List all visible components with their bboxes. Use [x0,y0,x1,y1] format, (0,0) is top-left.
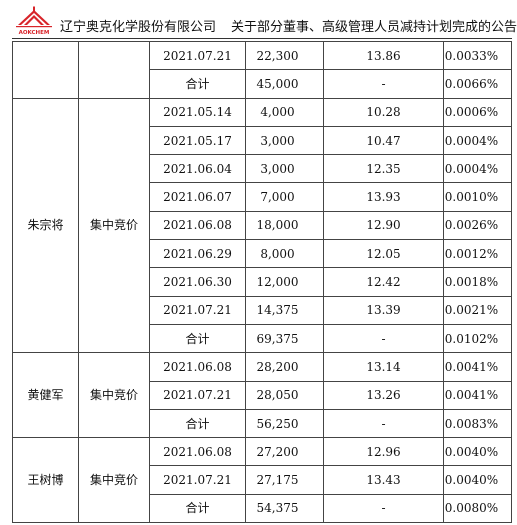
price-cell: 10.47 [323,125,444,156]
date-cell: 2021.06.04 [149,154,246,184]
subtotal-percentage-cell: 0.0080% [443,493,512,524]
price-cell: 13.93 [323,182,444,212]
document-title: 关于部分董事、高级管理人员减持计划完成的公告 [231,20,517,35]
percentage-cell: 0.0033% [443,40,512,71]
quantity-cell: 8,000 [245,239,324,269]
date-cell: 2021.05.14 [149,97,246,127]
percentage-cell: 0.0040% [443,465,512,495]
price-cell: 12.96 [323,437,444,467]
subtotal-quantity-cell: 69,375 [245,323,324,354]
date-cell: 2021.05.17 [149,125,246,156]
table-row: 朱宗将 集中竞价 2021.05.14 4,000 10.28 0.0006% [12,97,512,354]
date-cell: 2021.07.21 [149,465,246,495]
quantity-cell: 3,000 [245,125,324,156]
reduction-method-cell: 集中竞价 [78,437,150,524]
subtotal-row: 合计 56,250-0.0083% [13,408,512,439]
price-cell: 13.14 [323,352,444,382]
subtotal-quantity-cell: 56,250 [245,408,324,439]
quantity-cell: 27,175 [245,465,324,495]
header-divider [12,38,512,39]
reduction-method-cell [78,41,150,99]
price-cell: 13.43 [323,465,444,495]
quantity-cell: 28,200 [245,352,324,382]
table-row: 2021.06.04 3,000 12.35 0.0004% [13,154,512,184]
date-cell: 2021.06.07 [149,182,246,212]
quantity-cell: 12,000 [245,267,324,297]
date-cell: 2021.06.08 [149,437,246,467]
reduction-table: 2021.07.21 22,300 13.86 0.0033% 合计 45,000-0.0… [12,40,512,524]
quantity-cell: 14,375 [245,295,324,325]
subtotal-label-cell: 合计 [149,493,246,524]
date-cell: 2021.07.21 [149,40,246,71]
subtotal-label-cell: 合计 [149,408,246,439]
date-cell: 2021.07.21 [149,295,246,325]
price-cell: 13.39 [323,295,444,325]
date-cell: 2021.07.21 [149,380,246,410]
subtotal-label-cell: 合计 [149,323,246,354]
subtotal-label-cell: 合计 [149,69,246,99]
percentage-cell: 0.0004% [443,154,512,184]
quantity-cell: 18,000 [245,210,324,241]
quantity-cell: 27,200 [245,437,324,467]
percentage-cell: 0.0041% [443,380,512,410]
table-row: 2021.07.21 22,300 13.86 0.0033% [12,40,512,99]
quantity-cell: 4,000 [245,97,324,127]
price-cell: 13.26 [323,380,444,410]
subtotal-price-cell: - [323,493,444,524]
price-cell: 12.90 [323,210,444,241]
price-cell: 13.86 [323,40,444,71]
table-row: 黄健军 集中竞价 2021.06.08 28,200 13.14 0.0041% [12,352,512,439]
price-cell: 12.05 [323,239,444,269]
percentage-cell: 0.0021% [443,295,512,325]
percentage-cell: 0.0040% [443,437,512,467]
holder-name-cell: 朱宗将 [12,97,79,354]
percentage-cell: 0.0018% [443,267,512,297]
subtotal-percentage-cell: 0.0066% [443,69,512,99]
subtotal-price-cell: - [323,69,444,99]
reduction-method-cell: 集中竞价 [78,352,150,439]
subtotal-percentage-cell: 0.0102% [443,323,512,354]
table-row: 2021.07.21 14,375 13.39 0.0021% [13,295,512,325]
company-name: 辽宁奥克化学股份有限公司 [60,20,217,35]
quantity-cell: 3,000 [245,154,324,184]
percentage-cell: 0.0041% [443,352,512,382]
holder-name-cell: 王树博 [12,437,79,524]
subtotal-price-cell: - [323,408,444,439]
price-cell: 12.35 [323,154,444,184]
percentage-cell: 0.0026% [443,210,512,241]
table-row: 2021.06.08 18,000 12.90 0.0026% [13,210,512,241]
table-row: 2021.07.21 28,050 13.26 0.0041% [13,380,512,410]
percentage-cell: 0.0004% [443,125,512,156]
price-cell: 12.42 [323,267,444,297]
table-row: 王树博 集中竞价 2021.06.08 27,200 12.96 0.0040% [12,437,512,524]
date-cell: 2021.06.08 [149,210,246,241]
reduction-method-cell: 集中竞价 [78,97,150,354]
subtotal-row: 合计 54,375-0.0080% [13,493,512,524]
table-row: 2021.05.17 3,000 10.47 0.0004% [13,125,512,156]
percentage-cell: 0.0010% [443,182,512,212]
page-header: AOKCHEM 辽宁奥克化学股份有限公司 关于部分董事、高级管理人员减持计划完成… [0,0,517,40]
percentage-cell: 0.0006% [443,97,512,127]
date-cell: 2021.06.08 [149,352,246,382]
holder-name-cell: 黄健军 [12,352,79,439]
quantity-cell: 22,300 [245,40,324,71]
subtotal-price-cell: - [323,323,444,354]
logo-wordmark: AOKCHEM [19,30,50,36]
quantity-cell: 7,000 [245,182,324,212]
subtotal-quantity-cell: 45,000 [245,69,324,99]
date-cell: 2021.06.30 [149,267,246,297]
quantity-cell: 28,050 [245,380,324,410]
holder-name-cell [12,41,79,99]
company-logo: AOKCHEM [16,6,52,36]
subtotal-row: 合计 45,000-0.0066% [13,69,512,99]
date-cell: 2021.06.29 [149,239,246,269]
percentage-cell: 0.0012% [443,239,512,269]
subtotal-percentage-cell: 0.0083% [443,408,512,439]
subtotal-quantity-cell: 54,375 [245,493,324,524]
price-cell: 10.28 [323,97,444,127]
